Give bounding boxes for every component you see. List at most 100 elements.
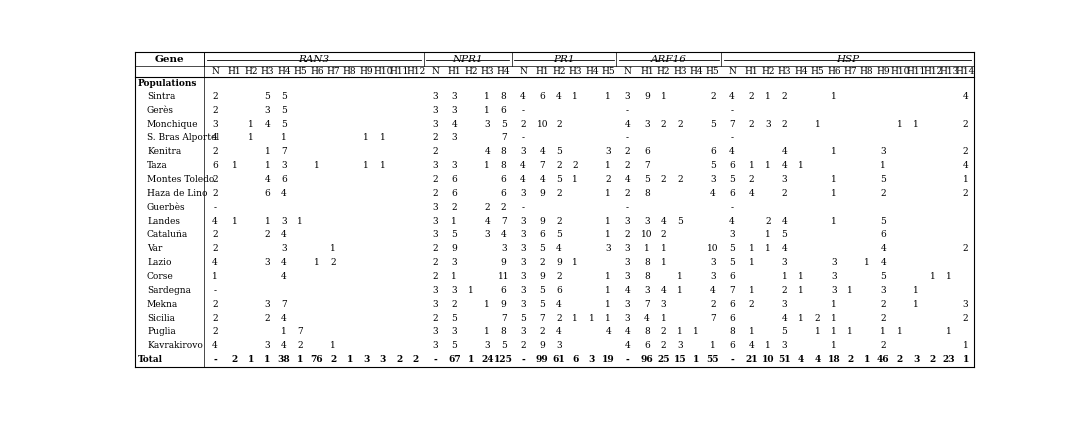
- Text: 2: 2: [432, 272, 438, 281]
- Text: -: -: [213, 203, 216, 212]
- Text: 10: 10: [642, 230, 652, 239]
- Text: 5: 5: [264, 92, 270, 101]
- Text: 3: 3: [451, 161, 457, 170]
- Text: 2: 2: [929, 355, 936, 364]
- Text: 4: 4: [963, 161, 968, 170]
- Text: 8: 8: [644, 327, 650, 336]
- Text: 9: 9: [540, 341, 545, 350]
- Text: 6: 6: [729, 300, 735, 309]
- Text: Var: Var: [147, 244, 162, 253]
- Text: 1: 1: [765, 161, 770, 170]
- Text: 1: 1: [572, 175, 578, 184]
- Text: 1: 1: [963, 175, 968, 184]
- Text: 2: 2: [963, 189, 968, 198]
- Text: 7: 7: [540, 314, 545, 323]
- Text: N: N: [623, 67, 632, 76]
- Text: 1: 1: [799, 314, 804, 323]
- Text: 4: 4: [710, 286, 715, 295]
- Text: 2: 2: [212, 92, 217, 101]
- Text: 4: 4: [781, 161, 788, 170]
- Text: 2: 2: [330, 355, 337, 364]
- Text: 8: 8: [729, 327, 735, 336]
- Text: 1: 1: [248, 133, 254, 142]
- Text: Corse: Corse: [147, 272, 174, 281]
- Text: Lazio: Lazio: [147, 258, 171, 267]
- Text: 3: 3: [451, 92, 457, 101]
- Text: N: N: [728, 67, 736, 76]
- Text: 1: 1: [248, 120, 254, 128]
- Text: 1: 1: [929, 272, 936, 281]
- Text: 5: 5: [710, 120, 715, 128]
- Text: 1: 1: [380, 133, 385, 142]
- Text: Sicilia: Sicilia: [147, 314, 175, 323]
- Text: 2: 2: [624, 161, 631, 170]
- Text: -: -: [626, 106, 629, 114]
- Text: 2: 2: [781, 120, 788, 128]
- Text: 4: 4: [797, 355, 804, 364]
- Text: Puglia: Puglia: [147, 327, 175, 336]
- Text: Cataluña: Cataluña: [147, 230, 188, 239]
- Text: 9: 9: [644, 92, 650, 101]
- Text: 1: 1: [298, 217, 303, 225]
- Text: 1: 1: [847, 327, 853, 336]
- Text: 2: 2: [298, 341, 303, 350]
- Text: 9: 9: [540, 272, 545, 281]
- Text: H9: H9: [359, 67, 373, 76]
- Text: 6: 6: [501, 286, 506, 295]
- Text: H2: H2: [761, 67, 775, 76]
- Text: 1: 1: [264, 161, 270, 170]
- Text: 2: 2: [212, 327, 217, 336]
- Text: -: -: [522, 355, 525, 364]
- Text: -: -: [213, 355, 217, 364]
- Text: 3: 3: [265, 341, 270, 350]
- Text: 2: 2: [881, 189, 886, 198]
- Text: 1: 1: [831, 341, 836, 350]
- Text: H3: H3: [568, 67, 582, 76]
- Text: 1: 1: [677, 286, 683, 295]
- Text: 3: 3: [432, 327, 438, 336]
- Text: 2: 2: [432, 258, 438, 267]
- Text: 3: 3: [710, 272, 715, 281]
- Text: 2: 2: [710, 92, 715, 101]
- Text: 3: 3: [913, 355, 920, 364]
- Text: 1: 1: [232, 217, 237, 225]
- Text: Monchique: Monchique: [147, 120, 198, 128]
- Text: 1: 1: [831, 217, 836, 225]
- Text: Kavrakirovo: Kavrakirovo: [147, 341, 202, 350]
- Text: 1: 1: [605, 92, 611, 101]
- Text: 5: 5: [710, 161, 715, 170]
- Text: 4: 4: [556, 244, 562, 253]
- Text: 4: 4: [281, 258, 287, 267]
- Text: 1: 1: [781, 272, 788, 281]
- Text: 4: 4: [660, 217, 667, 225]
- Text: H3: H3: [480, 67, 494, 76]
- Text: 1: 1: [485, 92, 490, 101]
- Text: 2: 2: [396, 355, 403, 364]
- Text: 1: 1: [749, 258, 754, 267]
- Text: 1: 1: [749, 286, 754, 295]
- Text: H1: H1: [536, 67, 550, 76]
- Text: 6: 6: [729, 272, 735, 281]
- Text: H1: H1: [641, 67, 654, 76]
- Text: 3: 3: [281, 217, 287, 225]
- Text: -: -: [730, 133, 734, 142]
- Text: 8: 8: [501, 147, 506, 156]
- Text: 9: 9: [556, 258, 562, 267]
- Text: 2: 2: [963, 314, 968, 323]
- Text: 1: 1: [963, 341, 968, 350]
- Text: H2: H2: [464, 67, 477, 76]
- Text: 4: 4: [624, 175, 631, 184]
- Text: 1: 1: [863, 355, 870, 364]
- Text: 18: 18: [828, 355, 841, 364]
- Text: Kenitra: Kenitra: [147, 147, 182, 156]
- Text: 3: 3: [781, 300, 788, 309]
- Text: 3: 3: [451, 106, 457, 114]
- Text: 3: 3: [432, 203, 438, 212]
- Text: 1: 1: [485, 327, 490, 336]
- Text: H12: H12: [923, 67, 942, 76]
- Text: 4: 4: [624, 286, 631, 295]
- Text: 2: 2: [501, 203, 506, 212]
- Text: 1: 1: [947, 327, 952, 336]
- Text: 1: 1: [485, 300, 490, 309]
- Text: -: -: [625, 355, 630, 364]
